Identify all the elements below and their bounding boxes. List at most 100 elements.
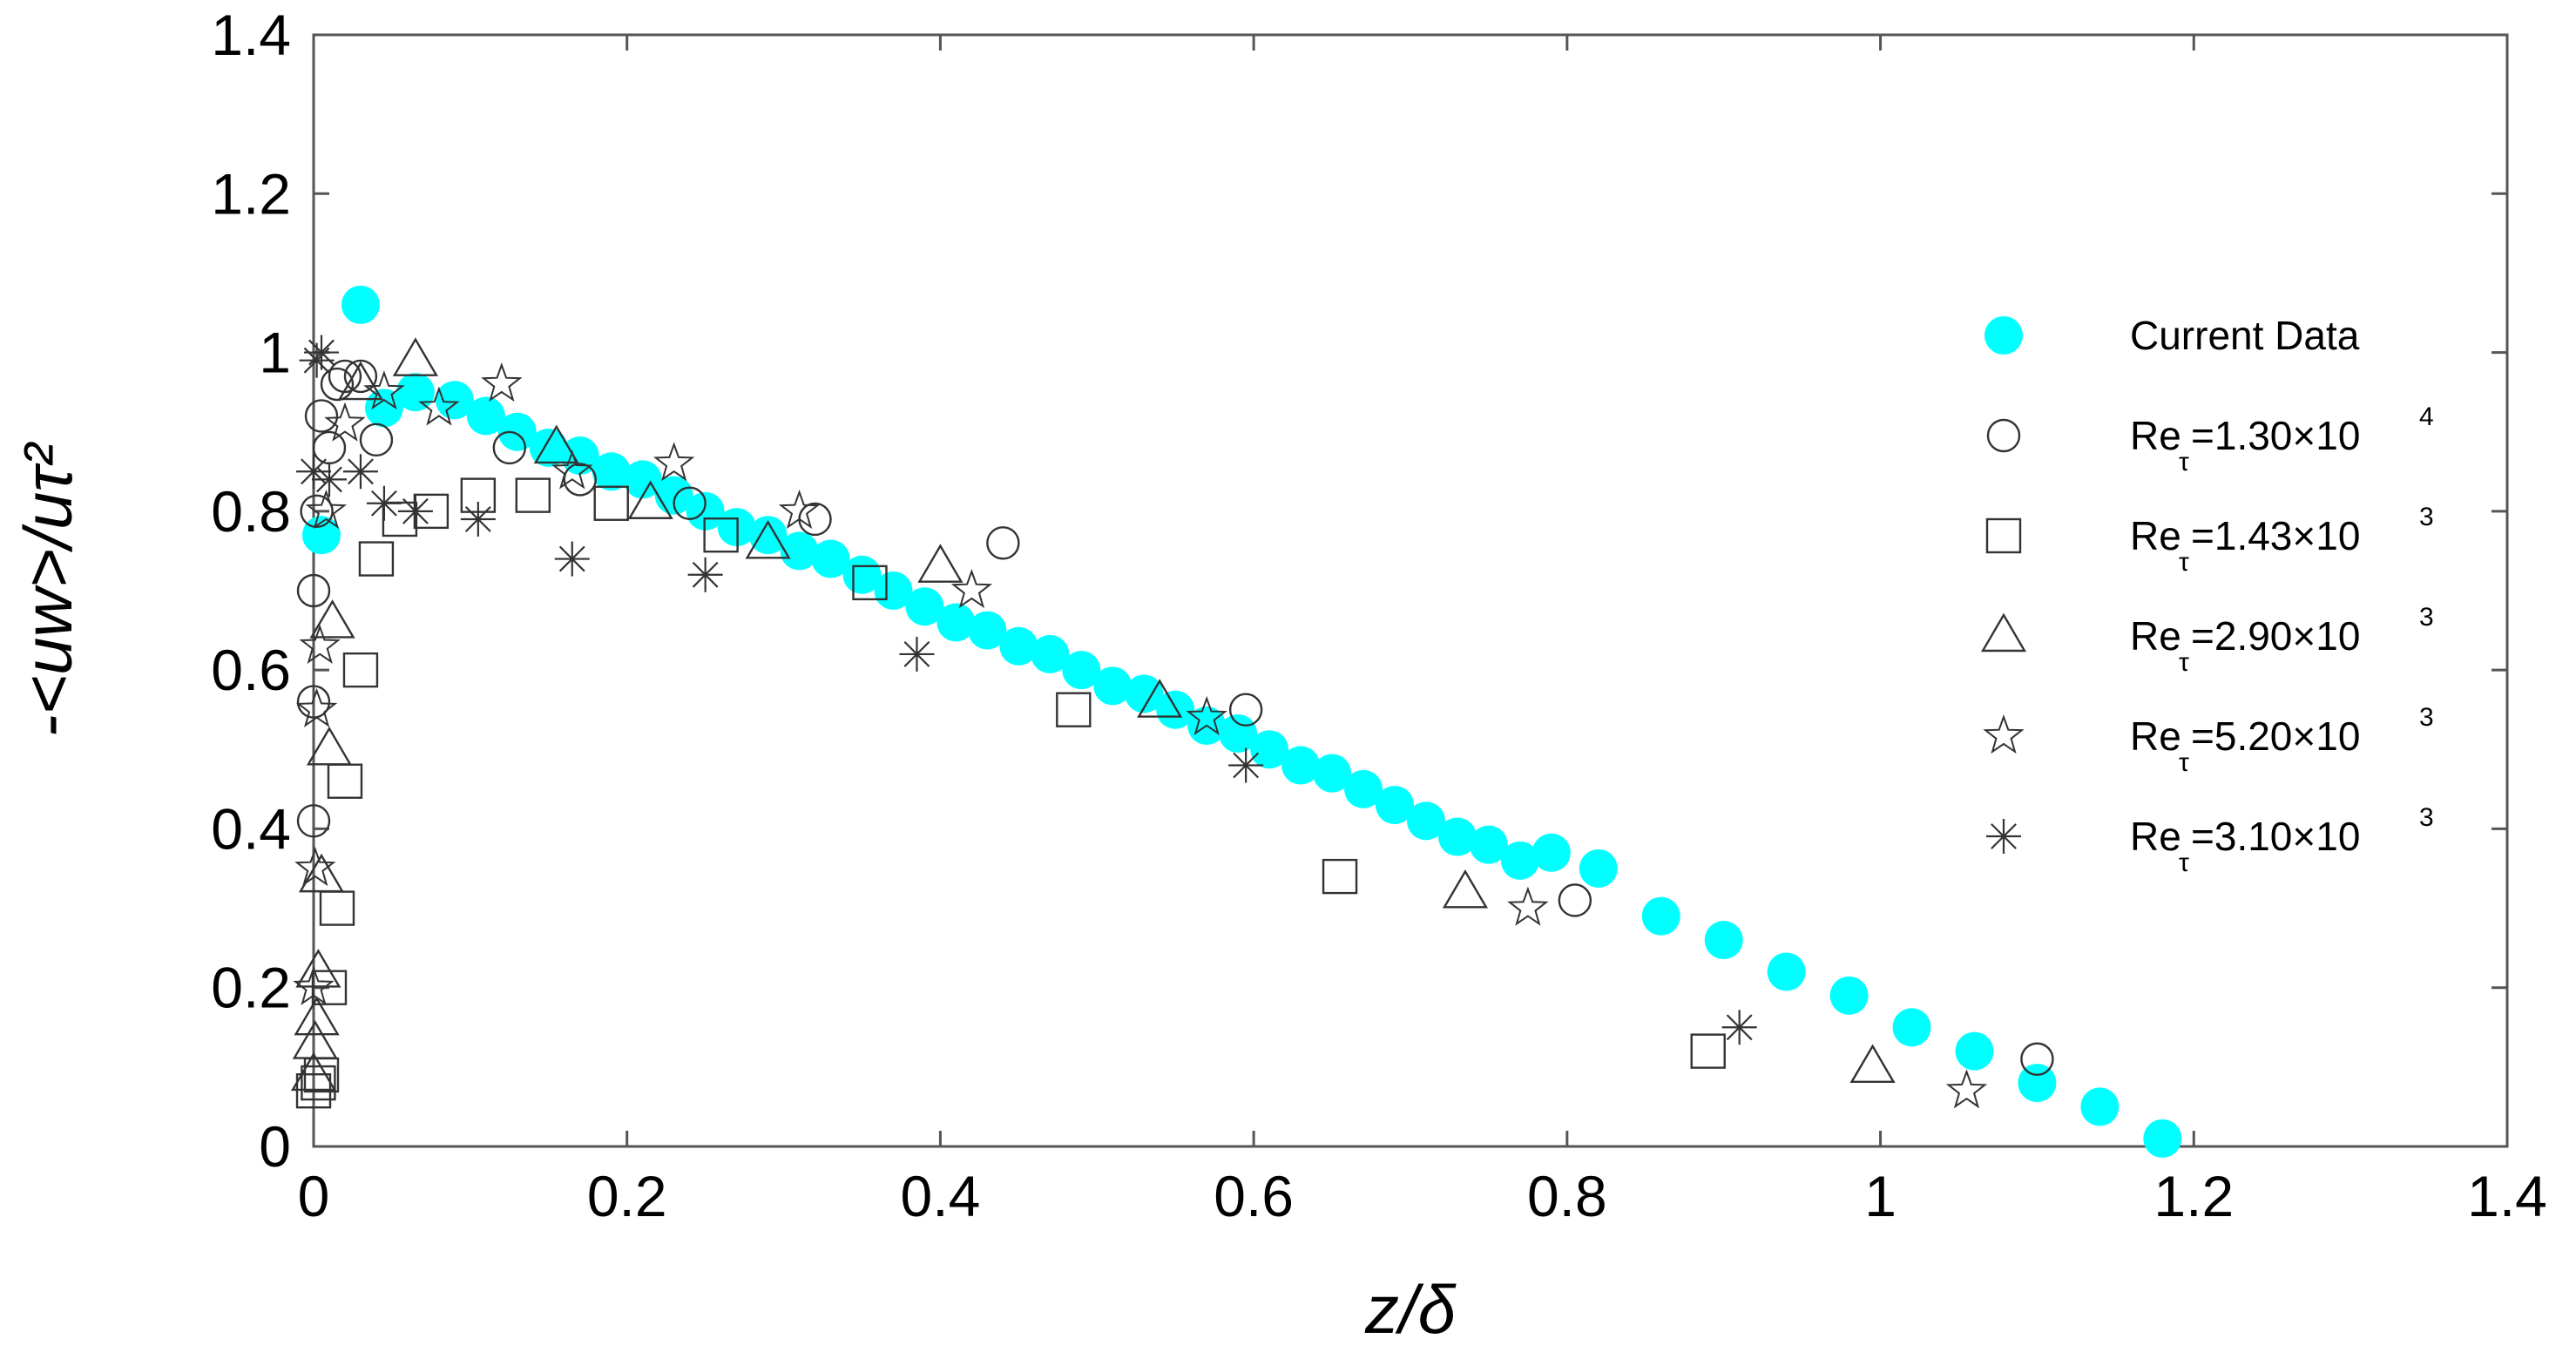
data-point xyxy=(296,573,331,608)
data-point xyxy=(627,480,673,519)
legend-label-main: Re xyxy=(2130,713,2181,759)
legend-label-value: =3.10×10 xyxy=(2191,814,2360,859)
data-point xyxy=(1690,1033,1726,1069)
data-point xyxy=(1406,801,1445,841)
data-point xyxy=(1945,1069,1988,1109)
data-point xyxy=(1721,1010,1757,1045)
data-point xyxy=(358,541,395,577)
x-tick-label: 1.4 xyxy=(2467,1164,2547,1228)
legend-label-value: =1.43×10 xyxy=(2191,513,2360,558)
data-point xyxy=(1056,692,1092,727)
series-5 xyxy=(296,335,1757,1045)
data-point xyxy=(2143,1119,2182,1158)
data-point xyxy=(1469,825,1508,864)
data-point xyxy=(1531,833,1571,872)
data-point xyxy=(1437,817,1477,856)
data-point xyxy=(295,949,341,988)
y-tick-label: 1 xyxy=(259,321,291,385)
y-tick-label: 0 xyxy=(259,1114,291,1179)
data-point xyxy=(1228,747,1264,783)
data-point xyxy=(1442,869,1489,909)
data-point xyxy=(1228,693,1263,727)
data-point xyxy=(299,624,341,664)
data-point xyxy=(2020,1042,2054,1076)
data-points xyxy=(290,285,2182,1158)
data-point xyxy=(392,337,439,376)
x-tick-label: 0.2 xyxy=(587,1164,667,1228)
data-point xyxy=(296,804,331,838)
y-tick-label: 0.4 xyxy=(211,796,291,861)
data-point xyxy=(533,424,579,464)
data-point xyxy=(1322,858,1358,895)
x-axis-title: z/δ xyxy=(1364,1271,1457,1348)
data-point xyxy=(492,430,527,465)
x-tick-label: 1 xyxy=(1864,1164,1897,1228)
legend-label-value: =2.90×10 xyxy=(2191,613,2360,659)
data-point xyxy=(1376,786,1415,825)
data-point xyxy=(397,493,433,529)
data-point xyxy=(341,285,380,324)
series-0 xyxy=(301,285,2182,1158)
data-point xyxy=(1579,849,1618,888)
data-point xyxy=(309,599,355,639)
data-point xyxy=(1062,651,1101,690)
legend-label-value: =5.20×10 xyxy=(2191,713,2360,759)
data-point xyxy=(917,544,963,583)
x-tick-label: 0 xyxy=(298,1164,330,1228)
data-point xyxy=(460,501,496,537)
data-point xyxy=(703,517,739,553)
data-point xyxy=(968,611,1007,650)
legend-marker xyxy=(1986,819,2021,854)
data-point xyxy=(1641,896,1680,936)
data-point xyxy=(1219,714,1258,754)
data-point xyxy=(304,399,339,433)
y-tick-label: 0.6 xyxy=(211,638,291,702)
data-point xyxy=(1704,921,1743,960)
legend-label-sub: τ xyxy=(2179,849,2189,877)
data-point xyxy=(497,412,537,451)
data-point xyxy=(435,381,474,420)
data-point xyxy=(306,726,353,766)
data-point xyxy=(687,557,723,592)
data-point xyxy=(298,853,345,893)
data-point xyxy=(1892,1008,1931,1047)
data-point xyxy=(686,491,725,531)
data-point xyxy=(301,1065,336,1101)
data-point xyxy=(986,526,1020,560)
data-point xyxy=(1031,634,1070,673)
data-point xyxy=(312,430,347,465)
legend-label-main: Re xyxy=(2130,814,2181,859)
legend-marker xyxy=(1983,714,2025,754)
data-point xyxy=(899,636,935,672)
data-point xyxy=(563,463,597,497)
data-point xyxy=(1250,730,1289,769)
y-axis-title: -<uw>/uτ² xyxy=(10,441,86,737)
data-point xyxy=(366,485,402,521)
data-point xyxy=(295,687,338,727)
data-point xyxy=(1125,674,1164,713)
data-point xyxy=(2080,1087,2120,1126)
data-point xyxy=(1558,883,1592,917)
data-point xyxy=(1829,976,1869,1015)
data-point xyxy=(311,462,347,497)
data-point xyxy=(905,587,944,626)
legend-label-main: Re xyxy=(2130,413,2181,458)
data-point xyxy=(342,454,378,490)
data-point xyxy=(999,626,1038,666)
data-point xyxy=(327,763,363,799)
plot-frame xyxy=(312,33,2509,1148)
data-point xyxy=(745,519,791,559)
data-point xyxy=(748,516,788,555)
legend-label-exp: 4 xyxy=(2419,402,2434,431)
data-point xyxy=(466,396,505,436)
x-tick-label: 0.4 xyxy=(901,1164,981,1228)
legend-marker xyxy=(1984,316,2023,355)
series-4 xyxy=(293,362,1988,1109)
data-point xyxy=(852,565,888,601)
y-tick-label: 1.4 xyxy=(211,3,291,67)
data-point xyxy=(554,541,590,577)
x-tick-label: 1.2 xyxy=(2153,1164,2234,1228)
data-point xyxy=(342,652,379,688)
